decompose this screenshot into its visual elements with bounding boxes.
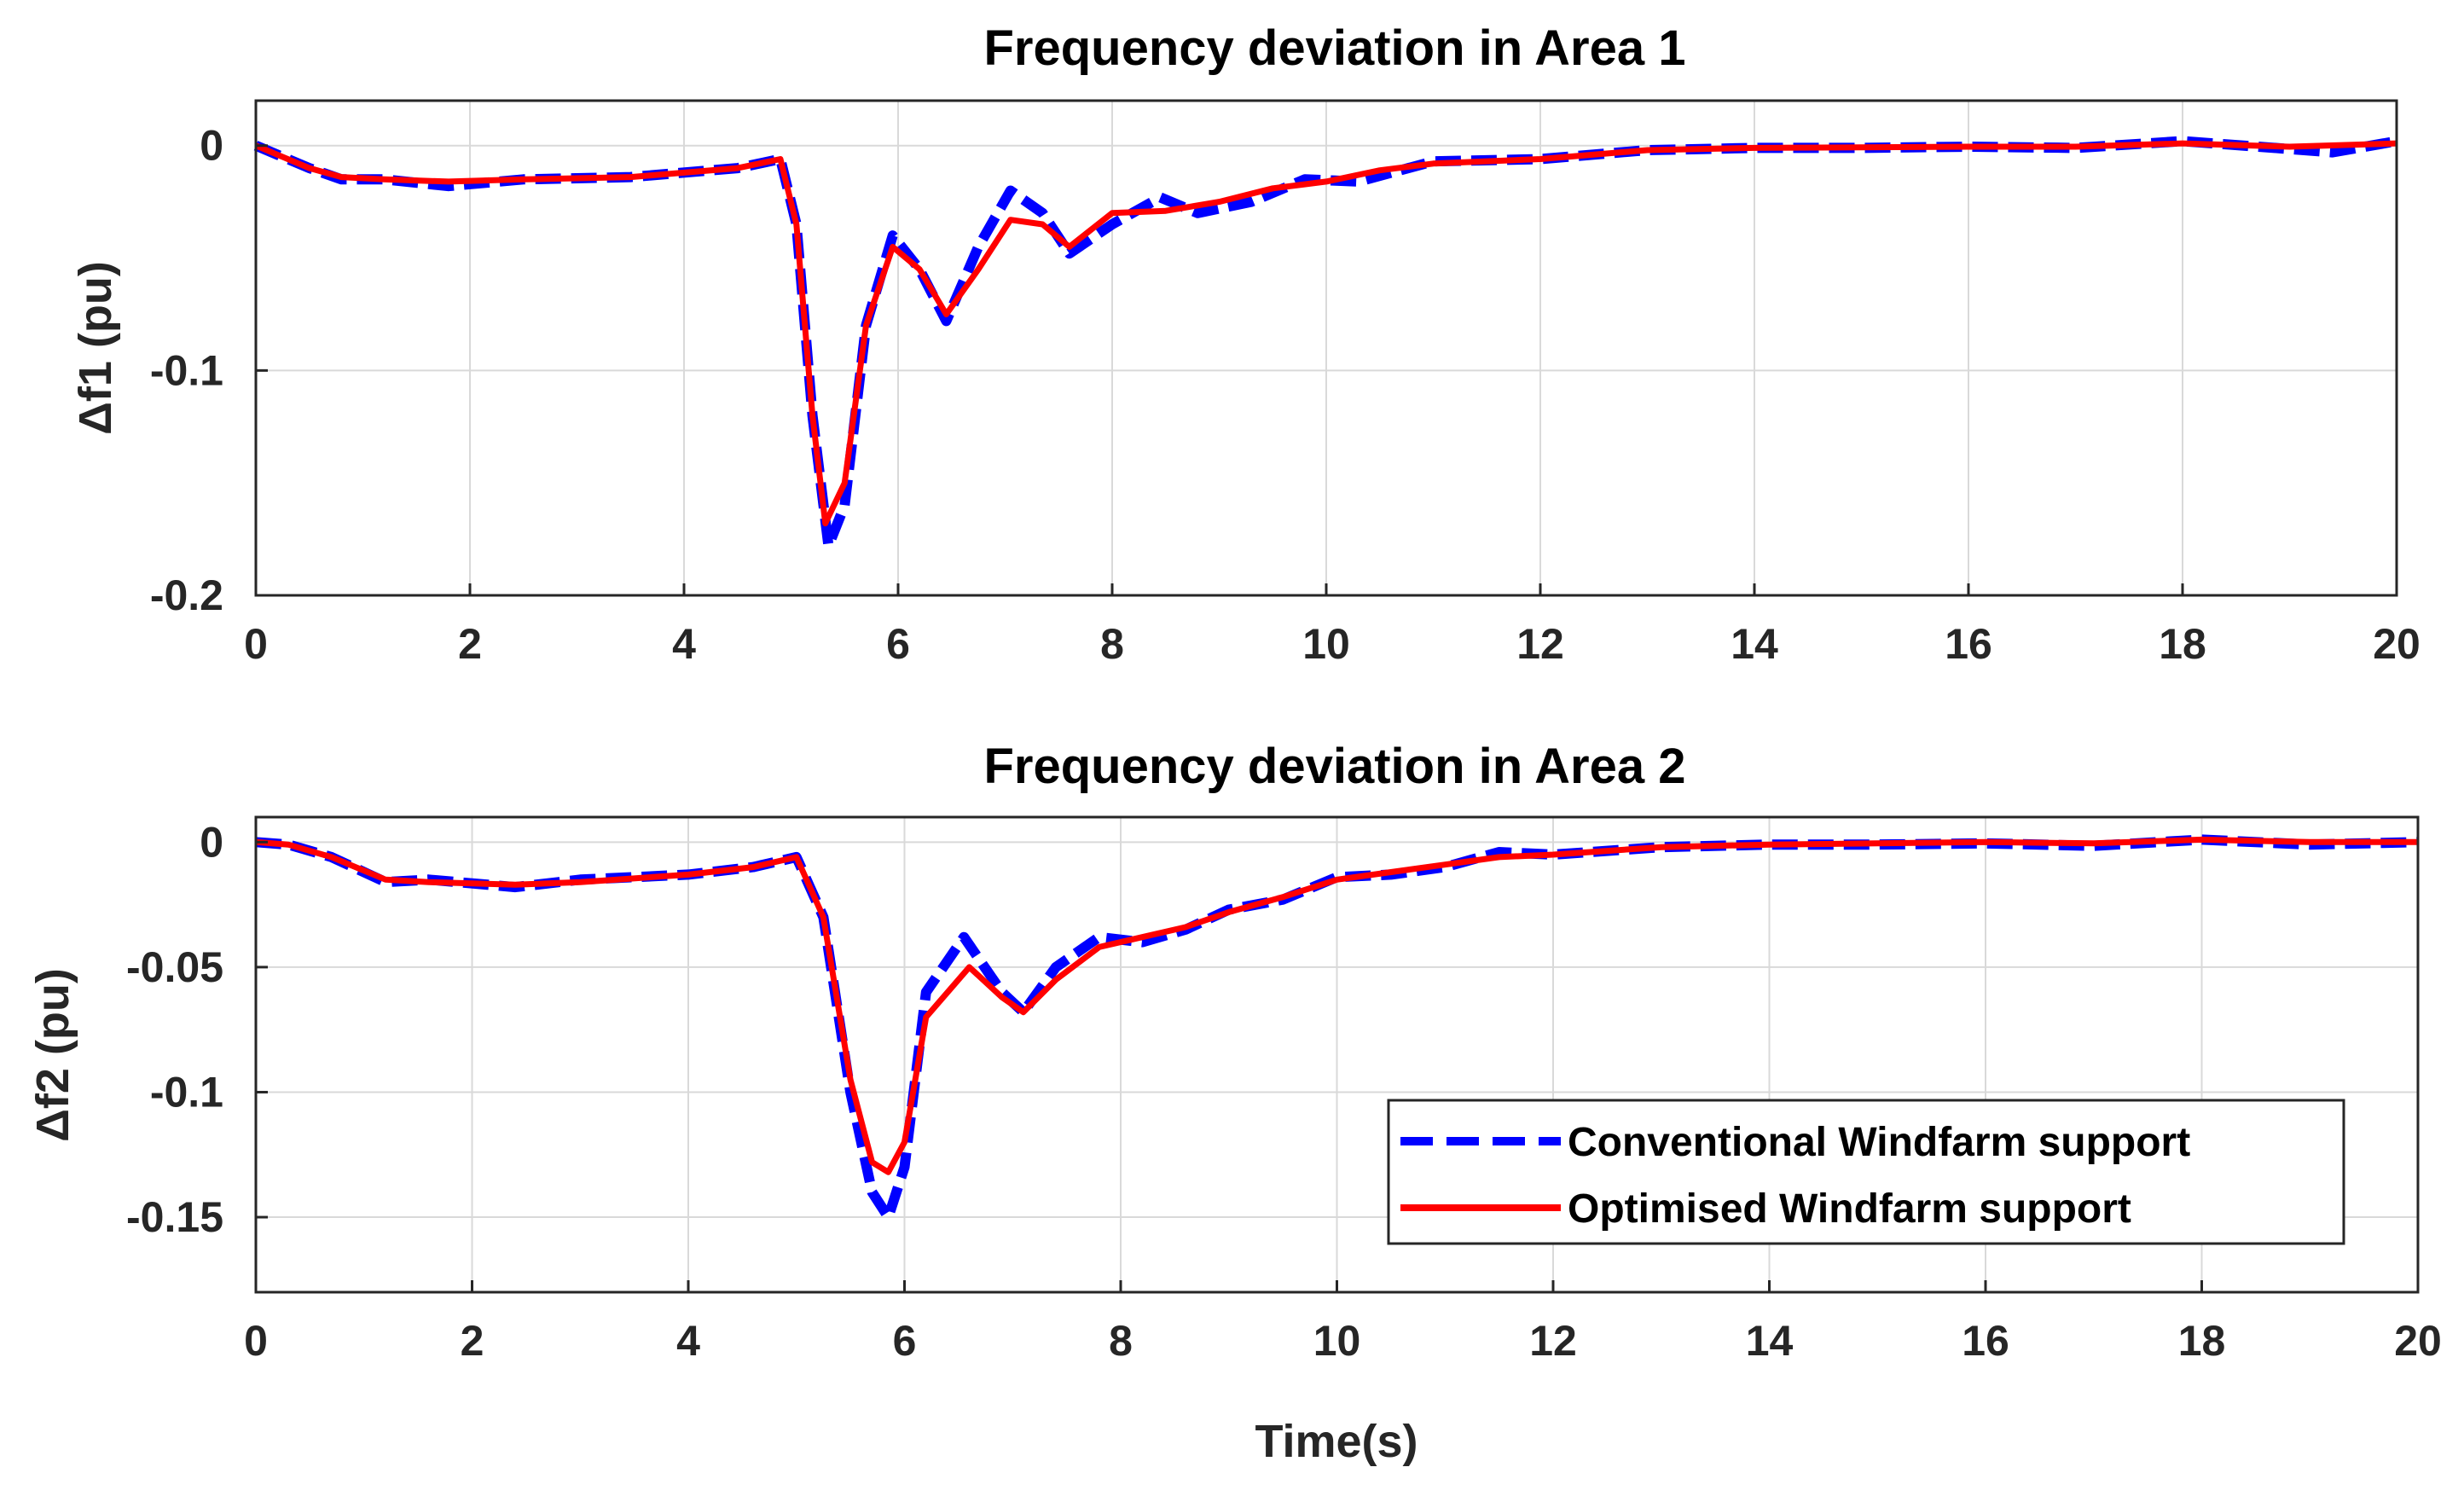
series-lines [253,136,2398,551]
y-tick-label: -0.2 [150,571,223,619]
x-tick-label: 10 [1302,620,1350,668]
series-lines [255,834,2419,1223]
x-tick-label: 0 [244,620,268,668]
series-line-optimised [254,140,2397,527]
chart-title: Frequency deviation in Area 1 [984,20,1686,76]
x-tick-label: 14 [1746,1317,1794,1365]
x-tick-label: 14 [1731,620,1778,668]
x-tick-label: 16 [1962,1317,2009,1365]
x-tick-label: 2 [461,1317,484,1365]
chart-area-2: Frequency deviation in Area 2 0 2 4 6 8 10 12 1… [27,739,2442,1467]
x-axis-label: Time(s) [1255,1416,1418,1467]
x-tick-label: 2 [458,620,482,668]
x-tick-label: 20 [2394,1317,2442,1365]
x-tick-label: 18 [2159,620,2206,668]
chart-area-1: Frequency deviation in Area 1 0 2 4 6 8 10 12 1… [70,20,2421,668]
x-tick-label: 20 [2373,620,2421,668]
x-tick-label: 4 [676,1317,700,1365]
y-tick-label: 0 [200,818,223,866]
x-tick-label: 12 [1516,620,1564,668]
x-tick-label: 8 [1100,620,1124,668]
y-tick-label: 0 [200,122,223,170]
x-tick-label: 16 [1945,620,1992,668]
tick-labels: 0 2 4 6 8 10 12 14 16 18 20 0 -0.05 -0.1 -0.15 [126,818,2442,1365]
chart-title: Frequency deviation in Area 2 [984,739,1686,794]
legend-label-conventional: Conventional Windfarm support [1568,1120,2190,1165]
x-tick-label: 4 [672,620,696,668]
x-tick-label: 0 [244,1317,268,1365]
legend-box [1387,1099,2345,1245]
y-axis-label: Δf2 (pu) [27,968,78,1142]
x-tick-label: 18 [2178,1317,2226,1365]
tick-labels: 0 2 4 6 8 10 12 14 16 18 20 0 -0.1 -0.2 [150,122,2421,668]
y-tick-label: -0.15 [126,1193,223,1241]
x-tick-label: 6 [893,1317,917,1365]
series-line-optimised [255,836,2418,1175]
x-tick-label: 8 [1109,1317,1133,1365]
legend: Conventional Windfarm support Optimised … [1387,1099,2345,1245]
x-tick-label: 12 [1529,1317,1577,1365]
y-tick-label: -0.1 [150,1068,223,1116]
x-tick-label: 6 [886,620,910,668]
x-tick-label: 10 [1313,1317,1361,1365]
y-tick-label: -0.05 [126,943,223,991]
y-axis-label: Δf1 (pu) [70,261,121,435]
legend-label-optimised: Optimised Windfarm support [1568,1186,2131,1232]
y-tick-label: -0.1 [150,346,223,394]
